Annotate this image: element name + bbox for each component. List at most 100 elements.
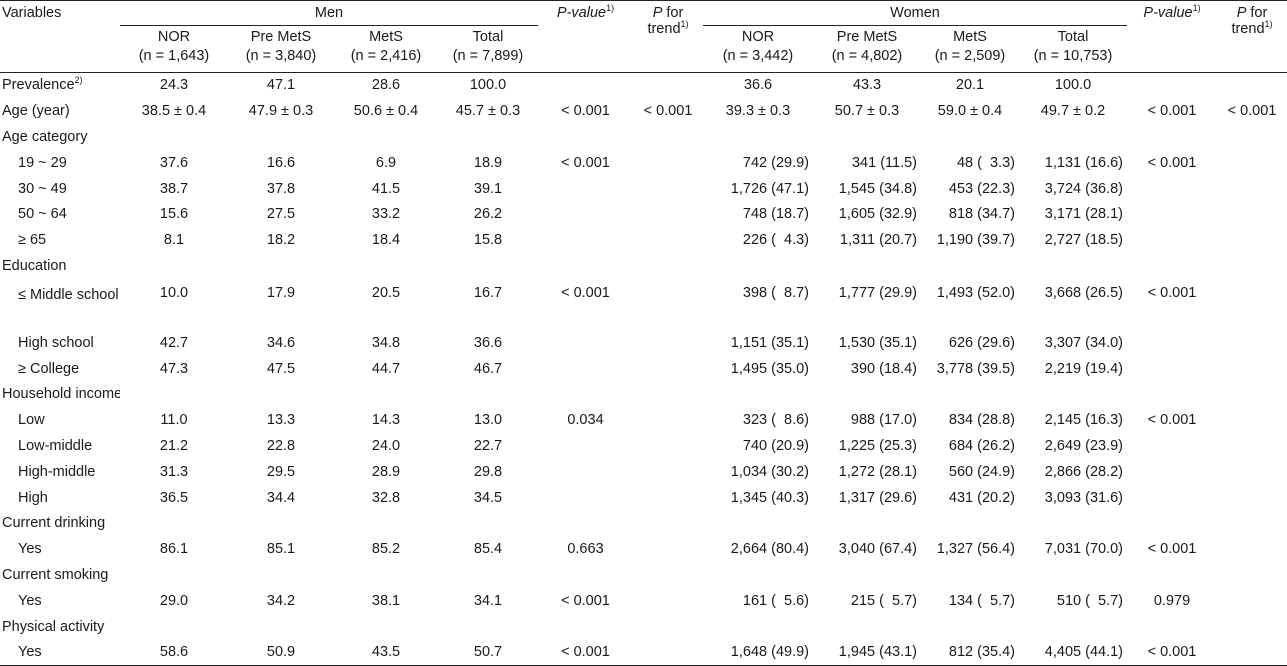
women-value-cell: 1,726 (47.1) — [730, 180, 809, 197]
row-label: Low — [18, 412, 45, 429]
women-premets-header: Pre MetS (n = 4,802) — [831, 29, 903, 64]
row-label: 30 ~ 49 — [18, 180, 67, 197]
men-value-cell: 6.9 — [375, 154, 397, 171]
men-value-cell: 39.1 — [473, 180, 503, 197]
men-value-cell: 27.5 — [266, 206, 296, 223]
women-value-cell: 1,345 (40.3) — [730, 489, 809, 506]
men-value-cell: 42.7 — [159, 334, 189, 351]
row-label: Prevalence2) — [2, 75, 83, 94]
row-label: Current drinking — [2, 515, 106, 532]
men-ptrend-cell — [633, 536, 703, 562]
women-ptrend-cell — [1217, 176, 1287, 202]
women-pvalue-cell — [1127, 201, 1217, 227]
women-value-cell: 323 ( 8.6) — [742, 412, 809, 429]
table-row: ≤ Middle school 10.0 17.9 20.5 16.7 < 0.001 39… — [0, 279, 1287, 330]
men-value-cell: 10.0 — [159, 284, 189, 301]
women-ptrend-cell — [1217, 330, 1287, 356]
women-pvalue-cell: < 0.001 — [1147, 103, 1197, 120]
women-value-cell: 740 (20.9) — [742, 437, 809, 454]
table-row: Low 11.0 13.3 14.3 13.0 0.034 323 ( 8.6) 988 (1… — [0, 407, 1287, 433]
men-value-cell: 50.6 ± 0.4 — [353, 103, 419, 120]
men-pvalue-cell — [538, 459, 633, 485]
men-value-cell: 47.3 — [159, 360, 189, 377]
table-row: Yes 29.0 34.2 38.1 34.1 < 0.001 161 ( 5.6) 215 … — [0, 588, 1287, 614]
women-total-header: Total (n = 10,753) — [1033, 29, 1113, 64]
row-label: Current smoking — [2, 566, 109, 583]
men-ptrend-cell — [633, 150, 703, 176]
men-value-cell: 47.5 — [266, 360, 296, 377]
row-label: High — [18, 489, 48, 506]
women-value-cell: 161 ( 5.6) — [742, 592, 809, 609]
men-value-cell: 28.6 — [371, 77, 401, 94]
men-value-cell: 26.2 — [473, 206, 503, 223]
women-value-cell: 48 ( 3.3) — [956, 154, 1015, 171]
men-value-cell: 34.4 — [266, 489, 296, 506]
category-row: Household income — [0, 381, 1287, 407]
women-ptrend-cell — [1217, 536, 1287, 562]
women-value-cell: 1,648 (49.9) — [703, 639, 813, 666]
women-ptrend-cell — [1217, 433, 1287, 459]
women-pvalue-header: P-value1) — [1143, 3, 1201, 21]
men-value-cell: 24.3 — [159, 77, 189, 94]
men-ptrend-cell: < 0.001 — [643, 103, 693, 120]
women-ptrend-cell — [1217, 356, 1287, 382]
row-label: Yes — [0, 639, 120, 666]
empty-cells — [120, 614, 1287, 640]
men-value-cell: 31.3 — [159, 463, 189, 480]
men-value-cell: 21.2 — [159, 437, 189, 454]
women-value-cell: 626 (29.6) — [948, 334, 1015, 351]
women-value-cell: 3,778 (39.5) — [936, 360, 1015, 377]
women-value-cell: 36.6 — [743, 77, 773, 94]
women-mets-header: MetS (n = 2,509) — [934, 29, 1006, 64]
men-value-cell: 85.1 — [266, 541, 296, 558]
men-ptrend-cell — [633, 356, 703, 382]
women-value-cell: 100.0 — [1054, 77, 1092, 94]
men-ptrend-header: P for trend1) — [647, 5, 689, 37]
men-value-cell: 34.6 — [266, 334, 296, 351]
men-value-cell: 16.7 — [473, 284, 503, 301]
women-pvalue-cell — [1127, 72, 1217, 98]
women-pvalue-cell — [1127, 433, 1217, 459]
men-value-cell: 43.5 — [334, 639, 438, 666]
women-value-cell: 431 (20.2) — [948, 489, 1015, 506]
women-value-cell: 3,093 (31.6) — [1044, 489, 1123, 506]
men-value-cell: 32.8 — [371, 489, 401, 506]
women-value-cell: 748 (18.7) — [742, 206, 809, 223]
women-value-cell: 59.0 ± 0.4 — [937, 103, 1003, 120]
category-row: Current drinking — [0, 510, 1287, 536]
men-value-cell: 85.4 — [473, 541, 503, 558]
row-label: ≤ Middle school — [18, 286, 119, 303]
women-value-cell: 3,307 (34.0) — [1044, 334, 1123, 351]
women-value-cell: 7,031 (70.0) — [1044, 541, 1123, 558]
women-value-cell: 453 (22.3) — [948, 180, 1015, 197]
category-row: Education — [0, 253, 1287, 279]
men-ptrend-cell — [633, 72, 703, 98]
men-pvalue-header: P-value1) — [556, 3, 615, 21]
women-value-cell: 988 (17.0) — [850, 412, 917, 429]
men-pvalue-cell: < 0.001 — [561, 592, 610, 609]
men-nor-header: NOR (n = 1,643) — [138, 29, 210, 64]
row-label: High school — [18, 334, 94, 351]
women-value-cell: 1,530 (35.1) — [838, 334, 917, 351]
men-premets-header: Pre MetS (n = 3,840) — [245, 29, 317, 64]
men-value-cell: 47.1 — [266, 77, 296, 94]
men-value-cell: 15.8 — [473, 232, 503, 249]
men-pvalue-cell — [538, 227, 633, 253]
men-group-header: Men — [120, 1, 538, 26]
women-value-cell: 1,317 (29.6) — [838, 489, 917, 506]
men-value-cell: 36.5 — [159, 489, 189, 506]
women-value-cell: 1,495 (35.0) — [730, 360, 809, 377]
men-value-cell: 36.6 — [473, 334, 503, 351]
men-value-cell: 34.2 — [266, 592, 296, 609]
empty-cells — [120, 253, 1287, 279]
category-row: Current smoking — [0, 562, 1287, 588]
women-ptrend-cell — [1217, 150, 1287, 176]
women-value-cell: 43.3 — [852, 77, 882, 94]
women-ptrend-cell — [1217, 485, 1287, 511]
women-value-cell: 818 (34.7) — [948, 206, 1015, 223]
men-ptrend-cell — [633, 176, 703, 202]
women-value-cell: 834 (28.8) — [948, 412, 1015, 429]
men-value-cell: 100.0 — [469, 77, 507, 94]
row-label: Low-middle — [18, 437, 93, 454]
men-value-cell: 11.0 — [160, 412, 188, 429]
